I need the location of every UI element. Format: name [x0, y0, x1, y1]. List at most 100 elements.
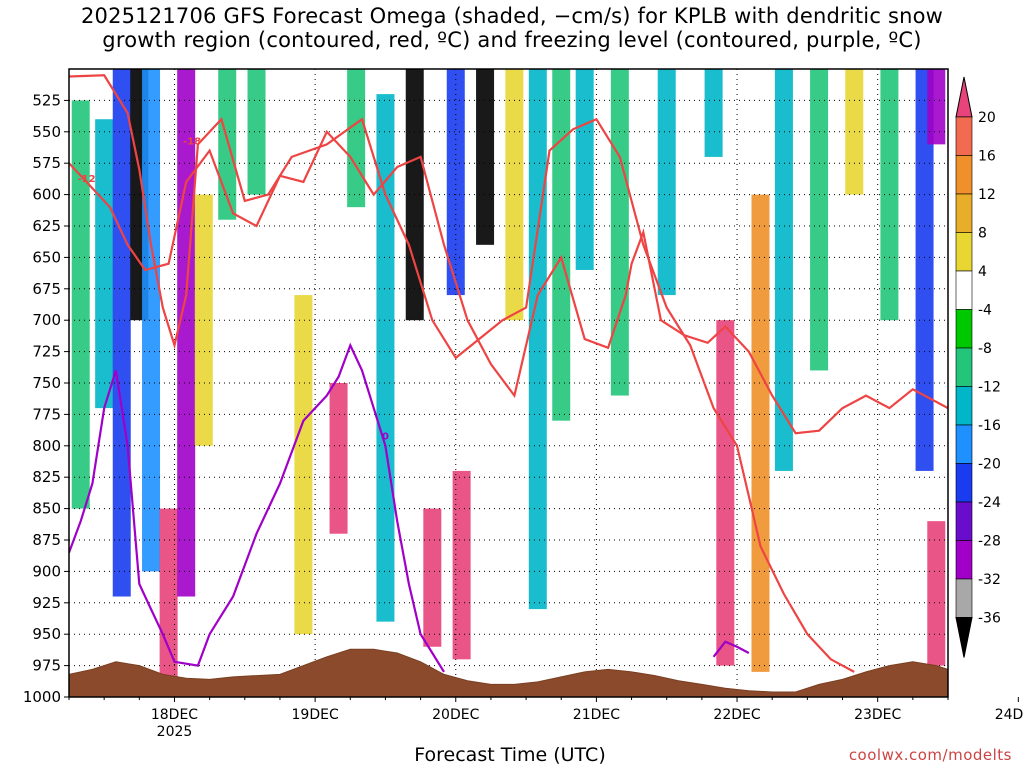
colorbar-label: 12	[978, 187, 996, 203]
x-tick-label: 21DEC	[573, 707, 620, 723]
y-tick-label: 875	[32, 531, 61, 549]
dgz-minus18-label: -18	[183, 136, 201, 147]
omega-column	[446, 69, 465, 296]
omega-column	[575, 69, 594, 270]
omega-column	[329, 383, 348, 534]
y-tick-label: 675	[32, 280, 61, 298]
y-tick-label: 775	[32, 405, 61, 423]
omega-column	[704, 69, 723, 157]
colorbar-swatch	[955, 347, 973, 387]
x-tick-label: 24DEC	[995, 707, 1024, 723]
colorbar-label: -16	[978, 418, 1001, 434]
y-tick-label: 825	[32, 468, 61, 486]
y-tick-label: 750	[32, 374, 61, 392]
omega-column	[423, 508, 442, 647]
colorbar-label: 4	[978, 264, 987, 280]
omega-column	[71, 100, 90, 509]
y-tick-label: 975	[32, 657, 61, 675]
colorbar-label: -4	[978, 303, 992, 319]
y-tick-label: 950	[32, 625, 61, 643]
freezing-0-label: 0	[382, 432, 389, 443]
omega-column	[95, 119, 114, 409]
y-tick-label: 900	[32, 562, 61, 580]
colorbar-swatch	[955, 501, 973, 541]
omega-column	[452, 470, 471, 660]
omega-column	[657, 69, 676, 296]
colorbar-label: 16	[978, 149, 996, 165]
colorbar-swatch	[955, 578, 973, 618]
y-tick-label: 725	[32, 343, 61, 361]
freezing-0-line	[69, 342, 445, 673]
colorbar-swatch	[955, 116, 973, 156]
colorbar-swatch	[955, 424, 973, 464]
colorbar-swatch	[955, 270, 973, 310]
colorbar-label: 20	[978, 110, 996, 126]
omega-column	[810, 69, 829, 371]
omega-column	[142, 69, 161, 572]
colorbar-swatch	[955, 540, 973, 580]
omega-column	[774, 69, 793, 471]
x-axis: 18DEC 19DEC 20DEC 21DEC 22DEC 23DEC 24DEC 2025	[68, 697, 1024, 740]
colorbar-label: 8	[978, 226, 987, 242]
colorbar-swatch	[955, 386, 973, 426]
colorbar-swatch	[955, 193, 973, 233]
colorbar-swatch	[955, 155, 973, 195]
credit-text[interactable]: coolwx.com/modelts	[848, 746, 1012, 764]
y-tick-label: 575	[32, 154, 61, 172]
dgz-minus18-line	[69, 74, 855, 673]
colorbar-label: -8	[978, 341, 992, 357]
x-tick-label: 22DEC	[713, 707, 760, 723]
colorbar-label: -32	[978, 572, 1001, 588]
y-tick-label: 600	[32, 186, 61, 204]
omega-column	[218, 69, 237, 220]
x-tick-label: 23DEC	[854, 707, 901, 723]
y-tick-label: 550	[32, 123, 61, 141]
y-tick-label: 850	[32, 500, 61, 518]
y-tick-label: 525	[32, 91, 61, 109]
dgz-minus12-label: -12	[78, 174, 96, 185]
x-year-label: 2025	[157, 724, 193, 740]
omega-column	[177, 69, 196, 597]
omega-column	[194, 194, 213, 446]
x-tick-label: 19DEC	[292, 707, 339, 723]
chart-title: 2025121706 GFS Forecast Omega (shaded, −…	[80, 4, 944, 52]
y-tick-label: 925	[32, 594, 61, 612]
x-tick-label: 20DEC	[432, 707, 479, 723]
y-tick-label: 700	[32, 311, 61, 329]
omega-column	[528, 69, 547, 610]
terrain-fill	[69, 648, 948, 697]
omega-column	[347, 69, 366, 208]
omega-column	[610, 69, 629, 396]
dgz-minus12-line	[69, 129, 948, 435]
omega-column	[294, 295, 313, 635]
y-axis: 525 550 575 600 625 650 675 700 725 750 775 800 825 8…	[23, 91, 69, 706]
omega-column	[716, 320, 735, 666]
y-tick-label: 800	[32, 437, 61, 455]
y-tick-label: 625	[32, 217, 61, 235]
omega-column	[927, 521, 946, 666]
colorbar-top-arrow	[955, 76, 973, 118]
colorbar-swatch	[955, 463, 973, 503]
colorbar-swatch	[955, 232, 973, 272]
omega-column	[915, 69, 934, 471]
freezing-0-b-line	[712, 640, 750, 658]
terrain	[69, 648, 948, 697]
colorbar-label: -36	[978, 611, 1001, 627]
contours: -12 -18 0	[69, 74, 948, 673]
omega-column	[476, 69, 495, 245]
x-axis-label: Forecast Time (UTC)	[414, 744, 606, 766]
y-tick-label: 650	[32, 248, 61, 266]
colorbar-bottom-arrow	[955, 617, 973, 658]
colorbar-label: -28	[978, 534, 1001, 550]
omega-column	[927, 69, 946, 145]
omega-column	[247, 69, 266, 195]
colorbar-label: -12	[978, 380, 1001, 396]
omega-column	[112, 69, 131, 597]
y-tick-label: 1000	[23, 688, 61, 706]
x-tick-label: 18DEC	[151, 707, 198, 723]
colorbar: 20 16 12 8 4 -4 -8 -12 -16 -20 -24 -28 -32 -36	[955, 76, 1001, 658]
colorbar-label: -24	[978, 495, 1001, 511]
omega-column	[751, 194, 770, 672]
colorbar-swatch	[955, 309, 973, 349]
